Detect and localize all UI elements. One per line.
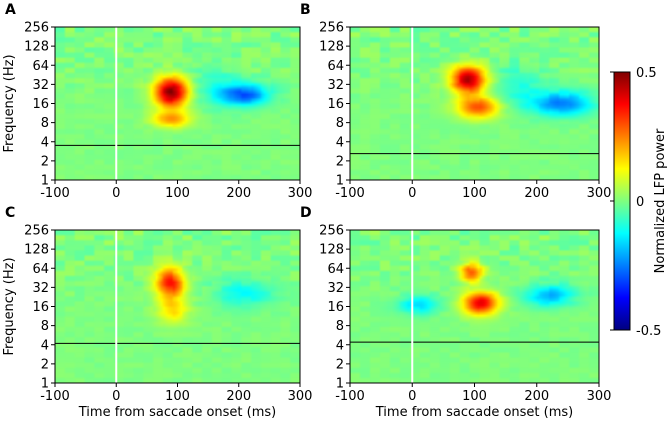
y-tick-label: 32 (32, 281, 49, 296)
colorbar-tick-label: -0.5 (636, 324, 661, 339)
y-tick-label: 1 (41, 174, 49, 189)
x-tick-label: -100 (335, 389, 365, 404)
y-tick-label: 64 (327, 59, 344, 74)
y-tick-label: 32 (327, 78, 344, 93)
y-tick-label: 1 (41, 377, 49, 392)
y-tick-label: 8 (336, 319, 344, 334)
y-tick-label: 2 (336, 357, 344, 372)
x-tick-label: 300 (587, 389, 612, 404)
y-tick-label: 1 (336, 174, 344, 189)
y-tick-label: 64 (32, 262, 49, 277)
y-tick-label: 2 (41, 154, 49, 169)
panel-c: -100 0 100 200 300 256 128 64 32 16 8 4 2 1 C Frequency… (2, 205, 312, 420)
y-tick-label: 2 (41, 357, 49, 372)
panel-d: -100 0 100 200 300 256 128 64 32 16 8 4 2 1 D Time from… (300, 205, 611, 420)
y-axis-label: Frequency (Hz) (2, 257, 17, 355)
y-tick-label: 1 (336, 377, 344, 392)
panel-b: -100 0 100 200 300 256 128 64 32 16 8 4 2 1 B (300, 2, 611, 201)
colorbar-label: Normalized LFP power (653, 128, 668, 273)
x-tick-label: 0 (408, 389, 416, 404)
y-tick-label: 64 (32, 59, 49, 74)
colorbar-tick-label: 0 (636, 195, 644, 210)
y-tick-label: 4 (336, 338, 344, 353)
panel-label: C (5, 205, 15, 221)
x-tick-label: 0 (408, 186, 416, 201)
x-axis-label: Time from saccade onset (ms) (375, 405, 574, 420)
y-tick-label: 256 (319, 224, 344, 239)
x-tick-label: 100 (165, 389, 190, 404)
y-tick-label: 8 (336, 116, 344, 131)
y-tick-label: 128 (24, 243, 49, 258)
x-tick-label: -100 (40, 186, 70, 201)
x-tick-label: 100 (462, 186, 487, 201)
panel-a: -100 0 100 200 300 256 128 64 32 16 8 4 2 1 A Frequency… (2, 2, 312, 201)
y-tick-label: 256 (24, 21, 49, 36)
y-tick-label: 128 (24, 40, 49, 55)
panel-label: B (300, 2, 311, 18)
y-tick-label: 16 (327, 97, 344, 112)
heatmap-b (350, 27, 599, 180)
y-tick-label: 16 (327, 300, 344, 315)
x-tick-label: 200 (226, 389, 251, 404)
y-tick-label: 2 (336, 154, 344, 169)
colorbar-tick-label: 0.5 (636, 66, 657, 81)
heatmap-c (55, 230, 300, 383)
x-tick-label: 200 (226, 186, 251, 201)
x-tick-label: 100 (462, 389, 487, 404)
y-tick-label: 128 (319, 243, 344, 258)
y-tick-label: 16 (32, 97, 49, 112)
heatmap-a (55, 27, 300, 180)
y-tick-label: 4 (41, 338, 49, 353)
y-axis-label: Frequency (Hz) (2, 54, 17, 152)
y-tick-label: 256 (319, 21, 344, 36)
y-tick-label: 32 (327, 281, 344, 296)
y-tick-label: 32 (32, 78, 49, 93)
y-tick-label: 128 (319, 40, 344, 55)
panel-label: A (5, 2, 16, 18)
x-tick-label: 0 (112, 186, 120, 201)
panels: -100 0 100 200 3002561286432168421AFrequency… (2, 2, 611, 420)
x-tick-label: 300 (288, 186, 313, 201)
y-tick-label: 8 (41, 116, 49, 131)
y-tick-label: 16 (32, 300, 49, 315)
x-axis-label: Time from saccade onset (ms) (78, 405, 277, 420)
colorbar-gradient (613, 71, 631, 331)
colorbar: 0.5 0 -0.5 Normalized LFP power (610, 66, 668, 339)
x-tick-label: 100 (165, 186, 190, 201)
x-tick-label: 300 (288, 389, 313, 404)
y-tick-label: 4 (41, 135, 49, 150)
y-tick-label: 256 (24, 224, 49, 239)
x-tick-label: 200 (524, 389, 549, 404)
y-tick-label: 64 (327, 262, 344, 277)
heatmap-d (350, 230, 599, 383)
x-tick-label: 200 (524, 186, 549, 201)
x-tick-label: 300 (587, 186, 612, 201)
x-tick-label: -100 (40, 389, 70, 404)
y-tick-label: 8 (41, 319, 49, 334)
x-tick-label: 0 (112, 389, 120, 404)
x-tick-label: -100 (335, 186, 365, 201)
panel-label: D (300, 205, 312, 221)
y-tick-label: 4 (336, 135, 344, 150)
